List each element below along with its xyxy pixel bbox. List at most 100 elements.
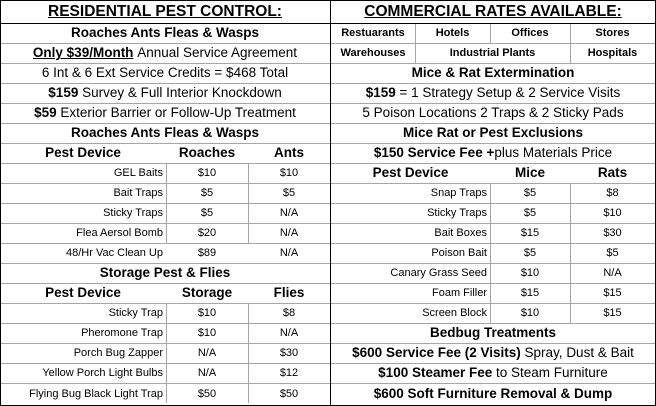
table-row-ants-price: N/A [279,246,299,259]
table-row-device: Yellow Porch Light Bulbs [42,366,163,379]
table-row-ants-price: $10 [279,166,299,179]
table-row-mice-price: $10 [520,306,540,319]
storage-col-device-header: Pest Device [45,285,121,301]
bedbug-service-desc: Spray, Dust & Bait [524,345,634,361]
table-row-roaches-price: $5 [200,186,214,199]
exclusion-fee-desc: plus Materials Price [494,145,613,161]
table-row-rats-price: N/A [603,266,622,279]
monthly-plan-desc: Annual Service Agreement [137,45,298,61]
mice-col-rats-header: Rats [597,165,628,181]
mice-rat-price: $159 [365,85,396,101]
storage-table-title: Storage Pest & Flies [99,265,231,281]
monthly-plan-row: Only $39/Month Annual Service Agreement [0,43,330,63]
table-row-mice-price: $5 [523,186,537,199]
table-row-mice-price: $15 [520,286,540,299]
residential-header: RESIDENTIAL PEST CONTROL: [0,1,330,23]
table-row-device: Bait Boxes [434,226,487,239]
survey-row: $159 Survey & Full Interior Knockdown [0,83,330,103]
mice-rat-desc: = 1 Strategy Setup & 2 Service Visits [399,85,621,101]
monthly-plan-price: Only $39/Month [32,45,134,61]
table-row-roaches-price: $20 [197,226,217,239]
business-type-hospitals: Hospitals [587,46,638,59]
exclusions-title: Mice Rat or Pest Exclusions [402,125,584,141]
business-type-industrial: Industrial Plants [449,46,536,59]
barrier-row: $59 Exterior Barrier or Follow-Up Treatm… [0,103,330,123]
table-row-device: Flea Aersol Bomb [76,226,163,239]
table-row-flies-price: $50 [279,387,299,400]
table-row-device: Bait Traps [113,186,163,199]
bedbug-steamer-row: $100 Steamer Fee to Steam Furniture [331,363,655,383]
service-credits-row: 6 Int & 6 Ext Service Credits = $468 Tot… [41,65,289,81]
table-row-roaches-price: $5 [200,206,214,219]
table-row-storage-price: $10 [197,306,217,319]
table-row-roaches-price: $10 [197,166,217,179]
table-row-mice-price: $15 [520,226,540,239]
table-row-device: Flying Bug Black Light Trap [29,387,163,400]
table-row-rats-price: $15 [603,286,622,299]
business-type-stores: Stores [595,26,630,39]
table-row-flies-price: N/A [279,326,299,339]
roaches-col-roaches-header: Roaches [178,145,236,161]
bedbug-steamer-price: $100 Steamer Fee [378,365,493,381]
poison-locations-row: 5 Poison Locations 2 Traps & 2 Sticky Pa… [362,105,624,121]
table-row-device: Foam Filler [431,286,487,299]
table-row-mice-price: $5 [523,246,537,259]
table-row-device: Sticky Traps [103,206,163,219]
table-row-device: 48/Hr Vac Clean Up [65,246,163,259]
business-type-offices: Offices [511,26,549,39]
bedbug-service-row: $600 Service Fee (2 Visits) Spray, Dust … [331,343,655,363]
table-row-mice-price: $5 [523,206,537,219]
table-row-storage-price: N/A [197,346,217,359]
table-row-device: Canary Grass Seed [390,266,487,279]
barrier-desc: Exterior Barrier or Follow-Up Treatment [60,105,296,121]
bedbug-steamer-desc: to Steam Furniture [496,365,608,381]
table-row-device: Poison Bait [431,246,487,259]
table-row-flies-price: $12 [279,366,299,379]
mice-col-device-header: Pest Device [372,165,449,181]
bedbug-furniture-removal: $600 Soft Furniture Removal & Dump [373,386,613,402]
mice-rat-price-row: $159 = 1 Strategy Setup & 2 Service Visi… [331,83,655,103]
table-row-rats-price: $5 [606,246,619,259]
table-row-device: Snap Traps [430,186,487,199]
table-row-device: GEL Baits [113,166,163,179]
table-row-storage-price: N/A [197,366,217,379]
business-type-hotels: Hotels [435,26,470,39]
bedbug-service-price: $600 Service Fee (2 Visits) [352,345,521,361]
table-row-device: Sticky Trap [108,306,163,319]
table-row-rats-price: $10 [603,206,622,219]
survey-desc: Survey & Full Interior Knockdown [82,85,282,101]
table-row-storage-price: $10 [197,326,217,339]
table-row-ants-price: $5 [282,186,296,199]
mice-rat-title: Mice & Rat Extermination [411,65,575,81]
business-type-restaurants: Restuarants [341,26,405,39]
table-row-device: Screen Block [422,306,487,319]
table-row-ants-price: N/A [279,206,299,219]
commercial-header-text: COMMERCIAL RATES AVAILABLE: [364,3,622,21]
table-row-ants-price: N/A [279,226,299,239]
table-row-roaches-price: $89 [197,246,217,259]
table-row-flies-price: $30 [279,346,299,359]
table-row-device: Sticky Traps [427,206,487,219]
mice-col-mice-header: Mice [514,165,545,181]
residential-header-text: RESIDENTIAL PEST CONTROL: [48,3,282,21]
table-row-device: Pheromone Trap [81,326,163,339]
storage-col-storage-header: Storage [181,285,233,301]
table-row-rats-price: $15 [603,306,622,319]
table-row-rats-price: $30 [603,226,622,239]
storage-col-flies-header: Flies [273,285,305,301]
table-row-flies-price: $8 [282,306,296,319]
barrier-price: $59 [34,105,57,121]
roaches-col-ants-header: Ants [274,145,304,161]
residential-subtitle: Roaches Ants Fleas & Wasps [70,25,260,41]
exclusion-fee-row: $150 Service Fee + plus Materials Price [331,143,655,163]
exclusion-fee: $150 Service Fee + [373,145,495,161]
table-row-rats-price: $8 [606,186,619,199]
roaches-table-title: Roaches Ants Fleas & Wasps [70,125,260,141]
commercial-header: COMMERCIAL RATES AVAILABLE: [331,1,655,23]
table-row-mice-price: $10 [520,266,540,279]
roaches-col-device-header: Pest Device [45,145,121,161]
bedbug-title: Bedbug Treatments [429,325,557,341]
survey-price: $159 [48,85,79,101]
table-row-storage-price: $50 [197,387,217,400]
